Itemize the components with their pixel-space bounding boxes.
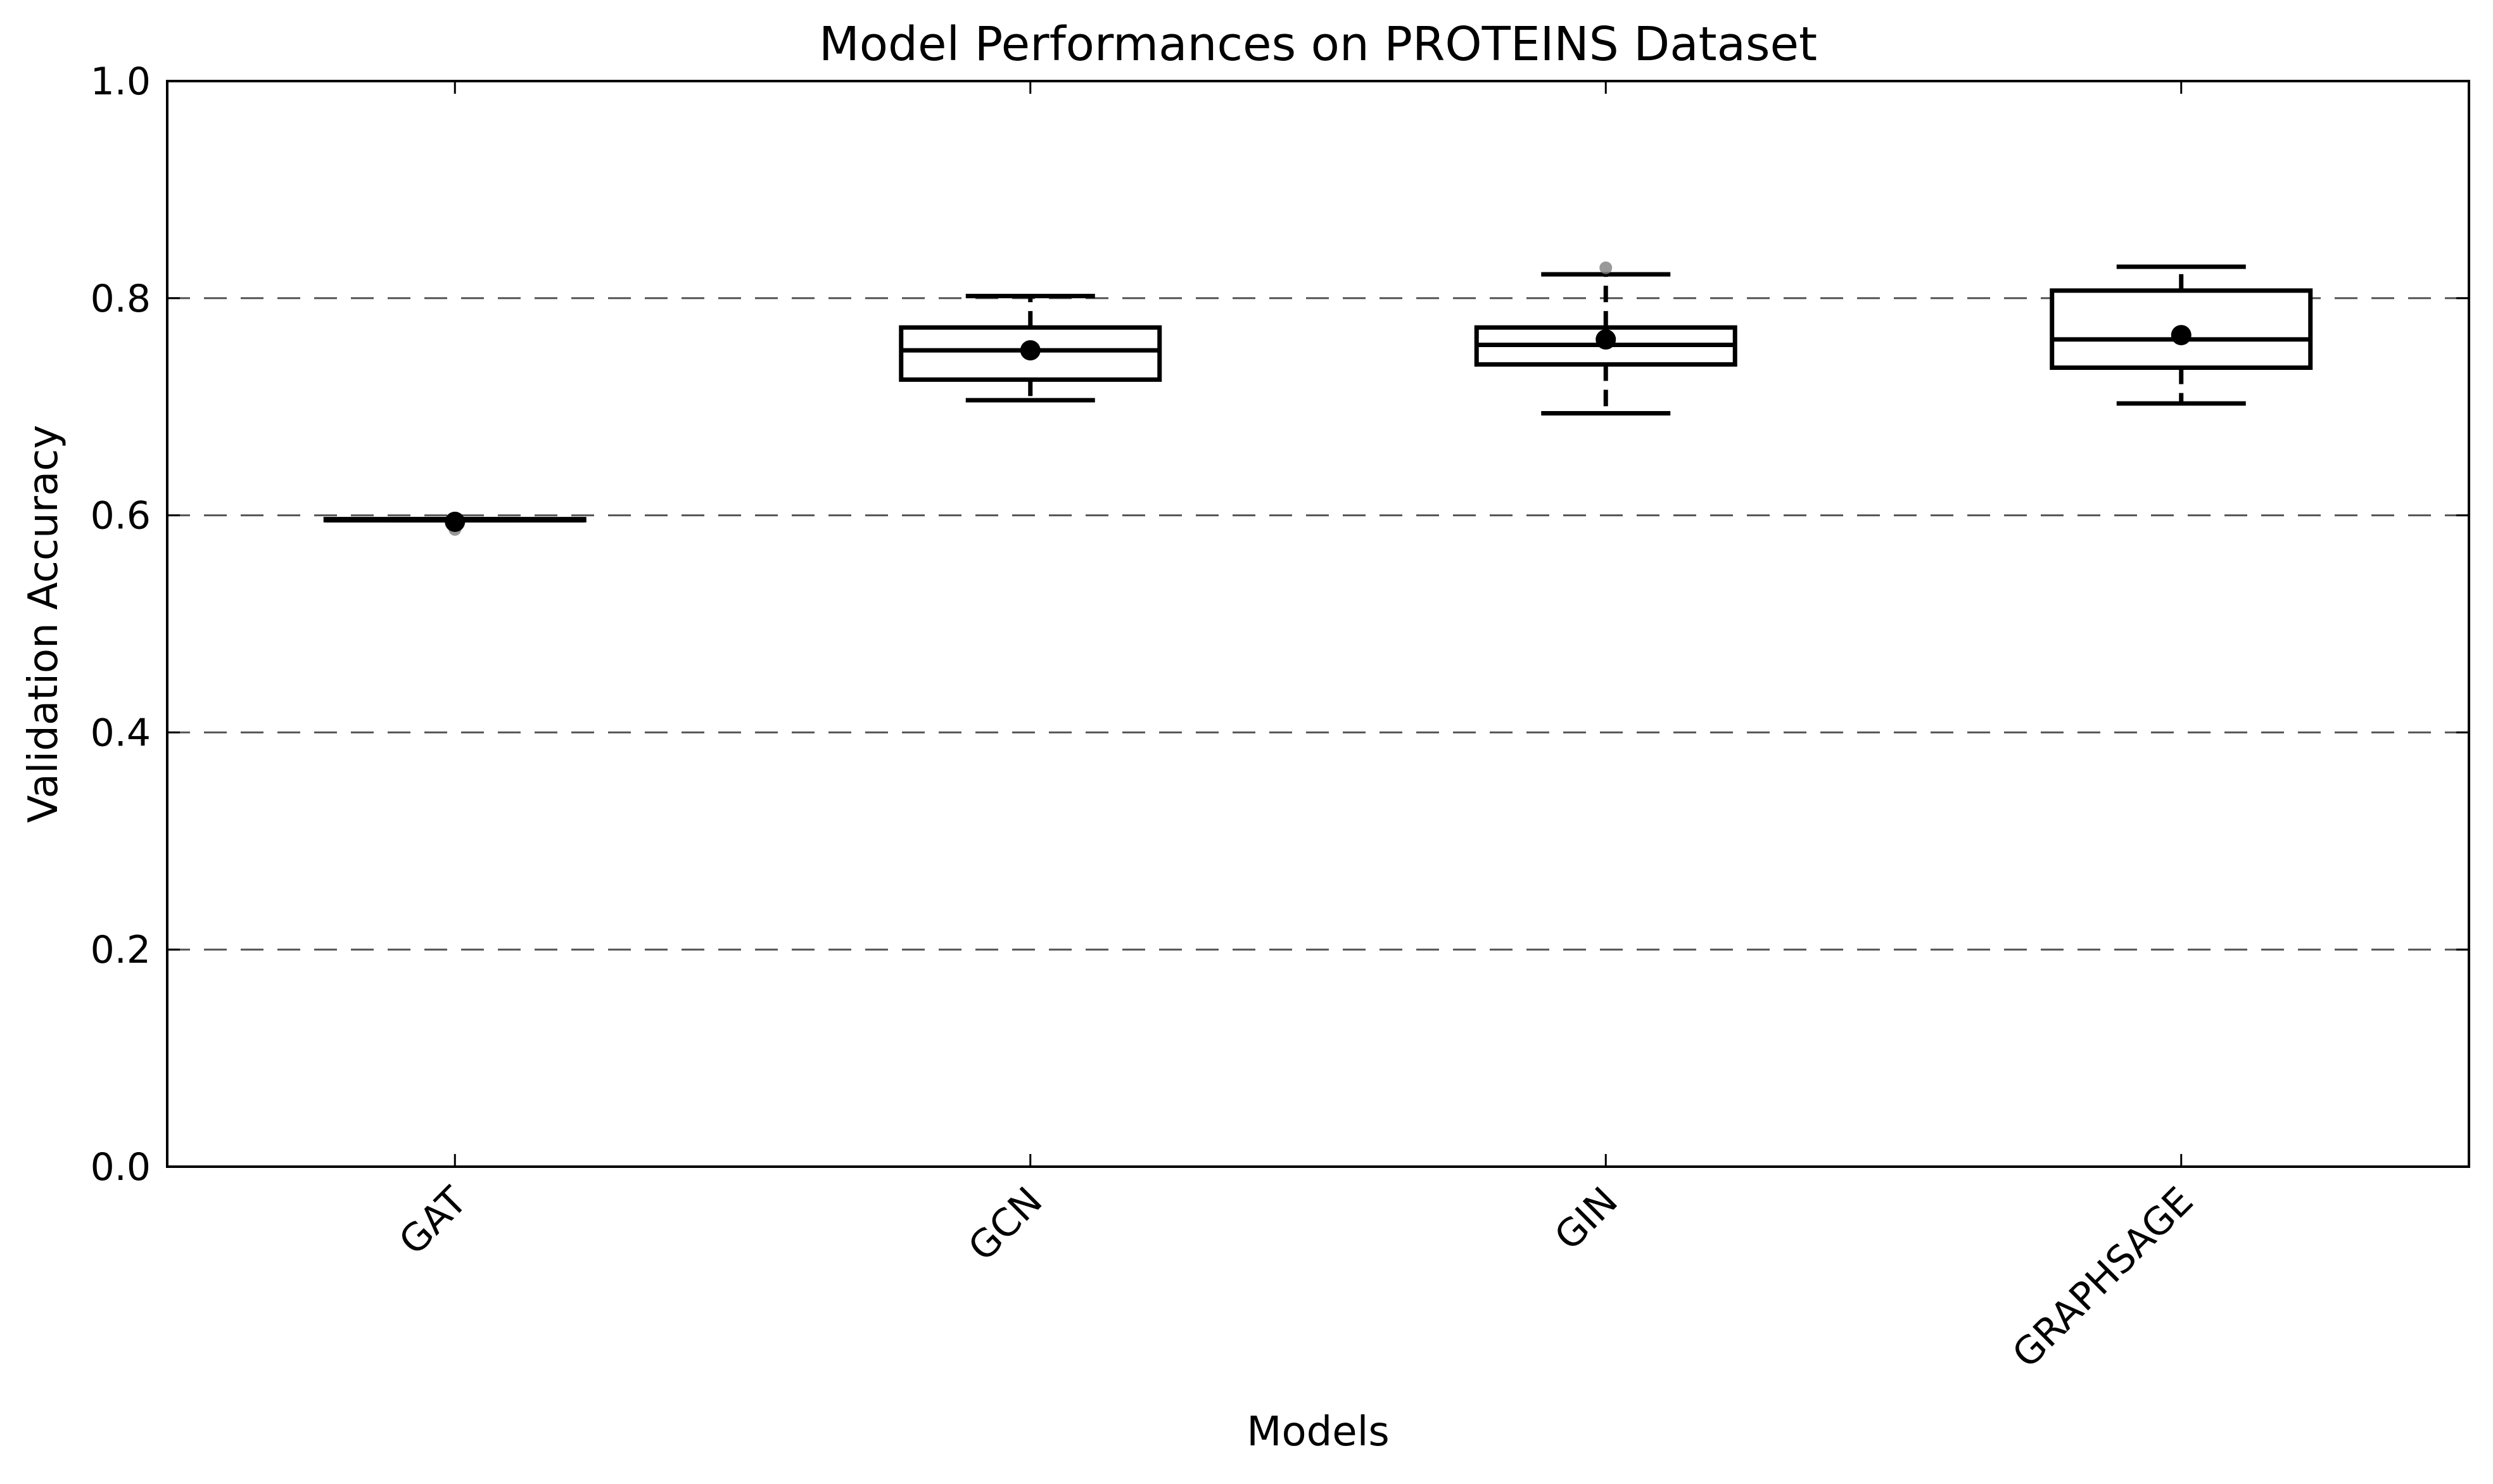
y-tick-label: 0.2 bbox=[91, 928, 151, 972]
x-tick-label: GRAPHSAGE bbox=[2004, 1179, 2202, 1376]
y-tick-label: 0.6 bbox=[91, 494, 151, 538]
outlier-point bbox=[1599, 261, 1613, 274]
mean-marker bbox=[2171, 325, 2192, 346]
box-group-gat bbox=[323, 511, 587, 536]
box-group-gin bbox=[1474, 261, 1737, 415]
mean-marker bbox=[1595, 329, 1616, 350]
ticks-layer: 0.0 0.2 0.4 0.6 0.8 1.0 GAT GCN GIN GRAPHSAGE bbox=[91, 60, 2469, 1376]
y-tick-label: 0.4 bbox=[91, 711, 151, 755]
grid-lines bbox=[167, 297, 2469, 951]
chart-title: Model Performances on PROTEINS Dataset bbox=[819, 17, 1817, 72]
y-tick-label: 0.8 bbox=[91, 277, 151, 321]
x-tick-label: GIN bbox=[1546, 1179, 1627, 1259]
x-axis-label: Models bbox=[1246, 1409, 1390, 1455]
x-tick-label: GAT bbox=[391, 1179, 476, 1264]
boxes-layer bbox=[323, 261, 2313, 536]
y-tick-label: 0.0 bbox=[91, 1145, 151, 1189]
y-axis-label: Validation Accuracy bbox=[20, 425, 67, 823]
plot-frame bbox=[166, 80, 2470, 1168]
mean-marker bbox=[445, 511, 466, 532]
box-group-gcn bbox=[899, 293, 1162, 403]
box-group-graphsage bbox=[2050, 264, 2313, 406]
mean-marker bbox=[1020, 340, 1041, 361]
y-tick-label: 1.0 bbox=[91, 60, 151, 104]
x-tick-label: GCN bbox=[960, 1179, 1051, 1270]
